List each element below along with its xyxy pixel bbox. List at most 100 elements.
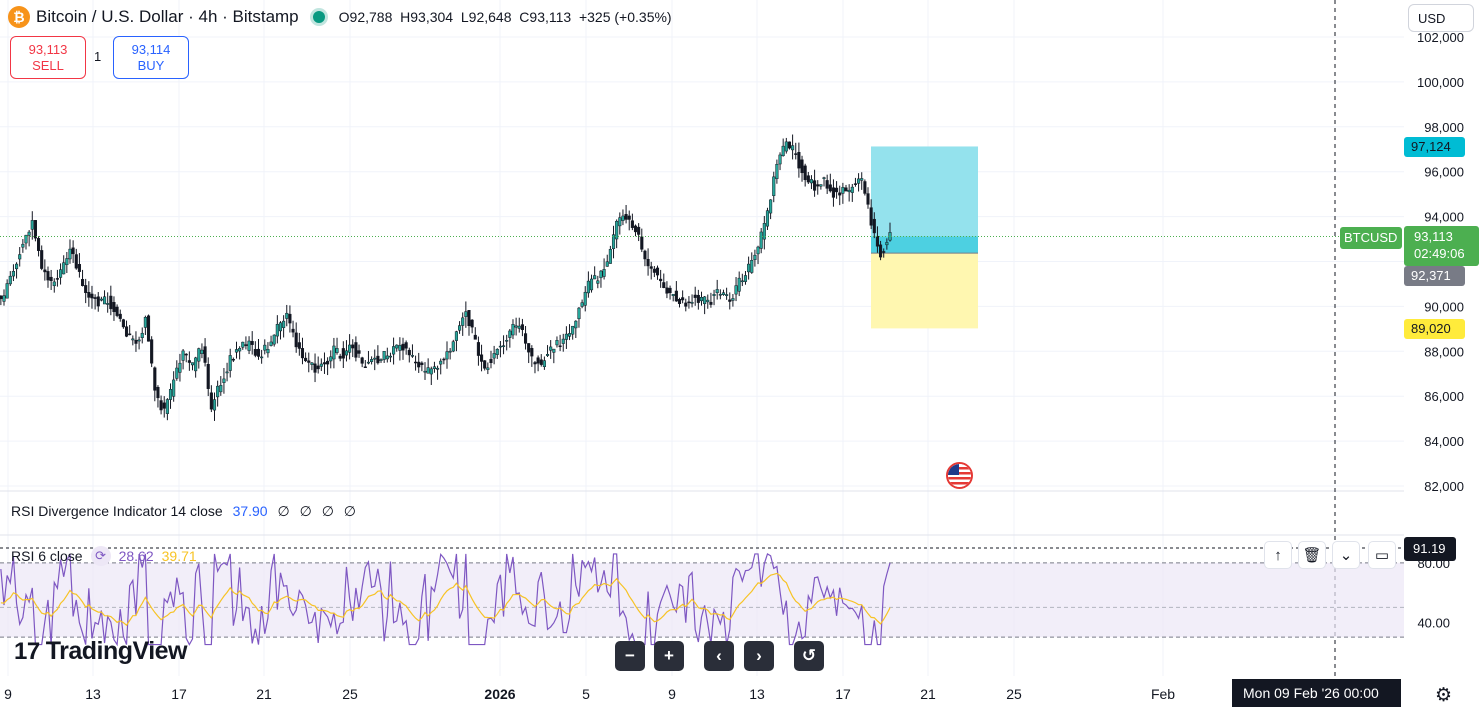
candle-up: [385, 355, 389, 360]
candle-down: [209, 392, 213, 410]
candle-up: [819, 184, 823, 187]
candle-down: [159, 400, 163, 411]
maximize-pane-button[interactable]: ▭: [1368, 541, 1396, 569]
candle-down: [256, 348, 261, 357]
candle-up: [549, 346, 553, 351]
candle-up: [222, 378, 226, 383]
candle-up: [574, 320, 578, 329]
candle-down: [363, 366, 367, 368]
move-pane-up-button[interactable]: ↑: [1264, 541, 1292, 569]
rsi6-legend[interactable]: RSI 6 close ⟳ 28.62 39.71: [11, 546, 197, 566]
candle-down: [882, 251, 886, 253]
candle-up: [59, 269, 63, 278]
candle-down: [470, 319, 474, 328]
currency-select[interactable]: USD: [1408, 4, 1474, 32]
candle-down: [250, 341, 254, 345]
candle-up: [398, 345, 402, 351]
zoom-out-button[interactable]: −: [615, 641, 645, 671]
candle-up: [175, 367, 179, 379]
rsi6-value: 28.62: [118, 548, 154, 564]
candle-down: [558, 345, 562, 348]
candle-up: [310, 362, 314, 365]
buy-button[interactable]: 93,114 BUY: [113, 36, 189, 79]
candle-up: [137, 339, 141, 342]
candle-down: [624, 214, 628, 220]
candle-down: [649, 266, 653, 269]
candle-up: [571, 325, 575, 335]
price-axis-label: 98,000: [1424, 120, 1464, 135]
candle-up: [841, 187, 845, 194]
candle-up: [721, 292, 726, 295]
symbol-legend[interactable]: ₿ Bitcoin / U.S. Dollar · 4h · Bitstamp …: [8, 6, 672, 28]
candle-up: [505, 340, 509, 342]
candle-up: [888, 232, 892, 241]
candle-up: [756, 246, 760, 255]
scroll-left-button[interactable]: ‹: [704, 641, 734, 671]
candle-up: [30, 220, 34, 230]
order-quantity[interactable]: 1: [94, 49, 102, 64]
us-flag-event-icon[interactable]: [946, 462, 973, 489]
candle-up: [772, 176, 776, 196]
loading-icon: ⟳: [90, 546, 111, 566]
rsi6-title: RSI 6 close: [11, 548, 83, 564]
rsi-divergence-legend[interactable]: RSI Divergence Indicator 14 close 37.90 …: [11, 503, 356, 520]
candle-down: [401, 343, 405, 351]
candle-up: [225, 371, 229, 374]
candle-down: [0, 295, 3, 300]
candle-up: [753, 254, 757, 261]
last-price-box: 93,113 02:49:06: [1404, 226, 1479, 266]
candle-up: [131, 338, 135, 341]
collapse-icon: ⌄: [1339, 547, 1353, 564]
candle-up: [395, 344, 399, 349]
plus-icon: +: [664, 646, 674, 665]
scroll-right-button[interactable]: ›: [744, 641, 774, 671]
candle-down: [128, 333, 132, 336]
candle-up: [448, 350, 452, 353]
candle-down: [115, 306, 119, 316]
candle-down: [121, 319, 125, 328]
candle-down: [473, 334, 477, 340]
candle-up: [734, 285, 738, 295]
market-status-icon[interactable]: [312, 11, 325, 23]
candle-up: [671, 294, 675, 296]
candle-up: [329, 356, 333, 362]
candle-up: [502, 345, 506, 347]
reset-chart-button[interactable]: ↺: [794, 641, 824, 671]
candle-down: [527, 343, 531, 353]
candle-up: [762, 223, 766, 240]
candle-up: [2, 295, 6, 302]
candle-down: [297, 342, 301, 349]
candle-up: [238, 348, 242, 352]
tradingview-logo[interactable]: 17 TradingView: [14, 637, 188, 666]
candle-up: [589, 278, 594, 291]
candle-up: [599, 270, 603, 279]
gear-icon[interactable]: ⚙: [1435, 685, 1453, 706]
price-axis-label: 100,000: [1417, 75, 1464, 90]
candle-down: [480, 354, 484, 362]
candle-down: [109, 295, 113, 310]
candle-down: [322, 362, 327, 365]
bitcoin-icon: ₿: [8, 6, 30, 28]
candle-down: [146, 315, 151, 342]
candle-down: [203, 346, 207, 363]
candle-down: [351, 344, 355, 349]
zoom-in-button[interactable]: +: [654, 641, 684, 671]
candle-down: [294, 332, 298, 348]
candle-down: [187, 360, 191, 363]
symbol-title[interactable]: Bitcoin / U.S. Dollar · 4h · Bitstamp: [36, 7, 299, 26]
candle-down: [156, 387, 160, 399]
candle-up: [718, 293, 722, 296]
candle-up: [511, 324, 515, 336]
sell-button[interactable]: 93,113 SELL: [10, 36, 86, 79]
candle-down: [659, 278, 663, 282]
time-label: 21: [256, 686, 272, 702]
long-position-tool[interactable]: [871, 146, 978, 329]
price-axis-label: 90,000: [1424, 299, 1464, 314]
candle-down: [520, 324, 524, 331]
candle-up: [699, 297, 704, 302]
arrow-up-icon: ↑: [1274, 546, 1282, 564]
delete-pane-button[interactable]: 🗑: [1298, 541, 1326, 569]
collapse-pane-button[interactable]: ⌄: [1332, 541, 1360, 569]
candle-up: [555, 340, 559, 346]
